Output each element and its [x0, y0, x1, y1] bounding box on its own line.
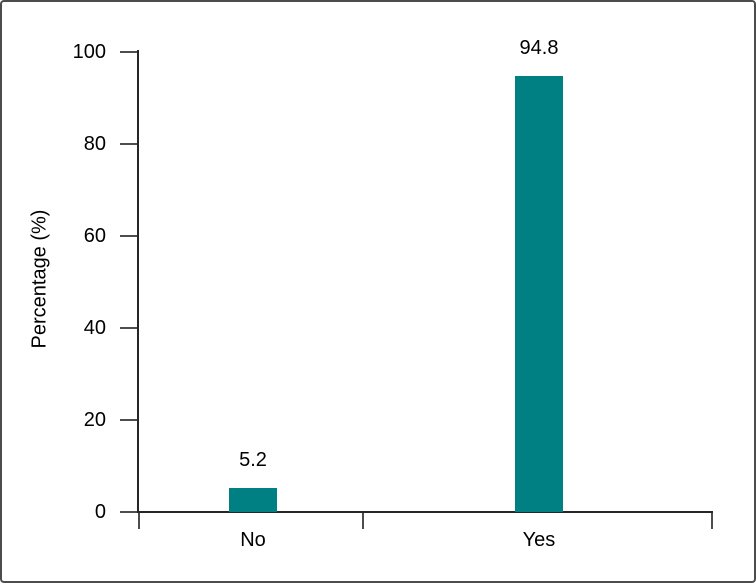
y-axis-tick — [120, 419, 137, 421]
y-axis-tick — [120, 235, 137, 237]
y-axis-tick-label: 100 — [72, 41, 106, 63]
y-axis-tick — [120, 327, 137, 329]
x-axis-tick — [138, 513, 140, 529]
y-axis-tick-label: 60 — [83, 225, 106, 247]
y-axis-tick-label: 80 — [83, 133, 106, 155]
bar-no — [229, 488, 277, 512]
y-axis-tick-label: 20 — [83, 409, 106, 431]
y-axis-tick — [120, 143, 137, 145]
x-axis — [137, 511, 713, 513]
x-axis-category-label: No — [240, 529, 266, 551]
x-axis-tick — [711, 513, 713, 529]
bar-value-label: 5.2 — [239, 449, 267, 472]
y-axis-tick-label: 40 — [83, 317, 106, 339]
x-axis-tick — [362, 513, 364, 529]
bar-value-label: 94.8 — [519, 36, 559, 59]
y-axis-tick — [120, 511, 137, 513]
y-axis-tick-label: 0 — [94, 501, 106, 523]
y-axis-tick — [120, 51, 137, 53]
y-axis — [137, 50, 139, 513]
x-axis-category-label: Yes — [522, 529, 556, 551]
bar-yes — [515, 75, 563, 512]
